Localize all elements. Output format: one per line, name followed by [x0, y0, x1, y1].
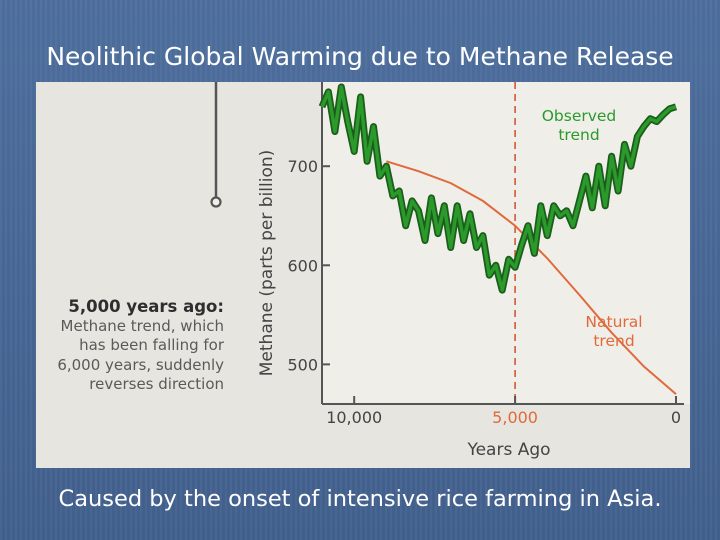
- slide-subtitle: Caused by the onset of intensive rice fa…: [58, 486, 662, 512]
- methane-chart: 700 600 500 10,000 5,000 0 Years Ago Methane (p…: [210, 82, 690, 460]
- x-tick-label: 10,000: [326, 408, 382, 427]
- y-axis-label: Methane (parts per billion): [257, 150, 277, 377]
- slide-title: Neolithic Global Warming due to Methane …: [46, 42, 674, 71]
- x-axis-label: Years Ago: [466, 440, 550, 460]
- series-label-observed: Observed trend: [542, 107, 617, 144]
- callout-line: has been falling for: [79, 336, 224, 354]
- callout-line: 6,000 years, suddenly: [57, 355, 224, 374]
- series-line-observed: [320, 85, 677, 292]
- series-label-natural: Natural trend: [585, 313, 642, 350]
- callout-heading: 5,000 years ago:: [68, 297, 224, 316]
- x-tick-label: 5,000: [492, 408, 538, 427]
- callout-line: reverses direction: [89, 375, 224, 393]
- y-tick-label: 700: [287, 157, 318, 176]
- figure-panel: 700 600 500 10,000 5,000 0 Years Ago Methane (p…: [36, 82, 690, 468]
- y-tick-label: 500: [287, 355, 318, 374]
- y-tick-label: 600: [287, 256, 318, 275]
- callout: 5,000 years ago: Methane trend, which ha…: [36, 297, 224, 395]
- callout-pointer-dot: [210, 196, 222, 208]
- callout-line: Methane trend, which: [60, 316, 224, 335]
- x-tick-label: 0: [671, 408, 681, 427]
